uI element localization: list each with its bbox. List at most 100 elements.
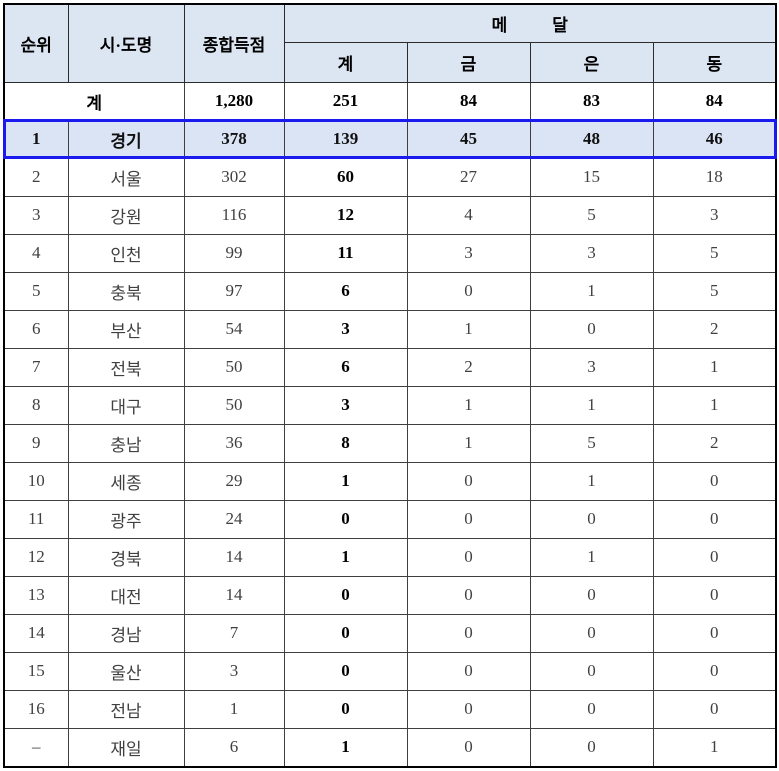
header-row-sub: 계 금 은 동 bbox=[4, 41, 777, 83]
gold-cell: 45 bbox=[406, 119, 531, 159]
silver-cell: 3 bbox=[529, 233, 654, 273]
gold-cell: 0 bbox=[406, 271, 531, 311]
medal-total-cell: 139 bbox=[283, 119, 408, 159]
score-cell: 97 bbox=[183, 271, 285, 311]
gold-cell: 1 bbox=[406, 423, 531, 463]
total-gold-cell: 84 bbox=[406, 81, 531, 121]
region-cell: 재일 bbox=[67, 727, 185, 768]
bronze-cell: 0 bbox=[652, 613, 777, 653]
header-row-top: 순위 시·도명 종합득점 메 달 bbox=[3, 3, 777, 83]
table-row: 11 광주 24 0 0 0 0 bbox=[3, 499, 777, 539]
rank-cell: 9 bbox=[3, 423, 69, 463]
table-row: 4 인천 99 11 3 3 5 bbox=[3, 233, 777, 273]
silver-cell: 1 bbox=[529, 537, 654, 577]
header-region: 시·도명 bbox=[67, 3, 185, 83]
table-row: – 재일 6 1 0 0 1 bbox=[3, 727, 777, 768]
score-cell: 14 bbox=[183, 575, 285, 615]
region-cell: 전북 bbox=[67, 347, 185, 387]
region-cell: 부산 bbox=[67, 309, 185, 349]
silver-cell: 0 bbox=[529, 651, 654, 691]
score-cell: 116 bbox=[183, 195, 285, 235]
rank-cell: 13 bbox=[3, 575, 69, 615]
silver-cell: 15 bbox=[529, 157, 654, 197]
total-bronze-cell: 84 bbox=[652, 81, 777, 121]
total-label-cell: 계 bbox=[3, 81, 185, 121]
silver-cell: 1 bbox=[529, 385, 654, 425]
gold-cell: 4 bbox=[406, 195, 531, 235]
rank-cell: 14 bbox=[3, 613, 69, 653]
medal-total-cell: 0 bbox=[283, 499, 408, 539]
score-cell: 1 bbox=[183, 689, 285, 729]
bronze-cell: 0 bbox=[652, 651, 777, 691]
score-cell: 50 bbox=[183, 385, 285, 425]
table-row: 5 충북 97 6 0 1 5 bbox=[3, 271, 777, 311]
rank-cell: 7 bbox=[3, 347, 69, 387]
gold-cell: 0 bbox=[406, 575, 531, 615]
header-medal-total: 계 bbox=[283, 41, 408, 83]
table-row: 16 전남 1 0 0 0 0 bbox=[3, 689, 777, 729]
bronze-cell: 0 bbox=[652, 575, 777, 615]
gold-cell: 0 bbox=[406, 651, 531, 691]
table-row: 14 경남 7 0 0 0 0 bbox=[3, 613, 777, 653]
table-row: 10 세종 29 1 0 1 0 bbox=[3, 461, 777, 501]
silver-cell: 0 bbox=[529, 499, 654, 539]
rank-cell: 10 bbox=[3, 461, 69, 501]
medal-total-cell: 0 bbox=[283, 689, 408, 729]
medal-standings-table: 순위 시·도명 종합득점 메 달 계 금 은 동 계 1,280 251 84 … bbox=[2, 3, 778, 768]
rank-cell: 15 bbox=[3, 651, 69, 691]
header-medal-group: 메 달 bbox=[283, 3, 777, 43]
medal-total-cell: 8 bbox=[283, 423, 408, 463]
table-row: 12 경북 14 1 0 1 0 bbox=[3, 537, 777, 577]
medal-total-cell: 12 bbox=[283, 195, 408, 235]
bronze-cell: 1 bbox=[652, 347, 777, 387]
table-row: 13 대전 14 0 0 0 0 bbox=[3, 575, 777, 615]
bronze-cell: 1 bbox=[652, 385, 777, 425]
medal-total-cell: 0 bbox=[283, 613, 408, 653]
region-cell: 충북 bbox=[67, 271, 185, 311]
rank-cell: 4 bbox=[3, 233, 69, 273]
total-silver-cell: 83 bbox=[529, 81, 654, 121]
table-row: 3 강원 116 12 4 5 3 bbox=[3, 195, 777, 235]
score-cell: 36 bbox=[183, 423, 285, 463]
region-cell: 대구 bbox=[67, 385, 185, 425]
gold-cell: 0 bbox=[406, 537, 531, 577]
silver-cell: 5 bbox=[529, 195, 654, 235]
bronze-cell: 2 bbox=[652, 423, 777, 463]
bronze-cell: 2 bbox=[652, 309, 777, 349]
bronze-cell: 18 bbox=[652, 157, 777, 197]
header-silver: 은 bbox=[529, 41, 654, 83]
gold-cell: 0 bbox=[406, 689, 531, 729]
medal-total-cell: 6 bbox=[283, 271, 408, 311]
medal-total-cell: 3 bbox=[283, 385, 408, 425]
silver-cell: 0 bbox=[529, 727, 654, 768]
region-cell: 세종 bbox=[67, 461, 185, 501]
region-cell: 경북 bbox=[67, 537, 185, 577]
score-cell: 50 bbox=[183, 347, 285, 387]
medal-total-cell: 3 bbox=[283, 309, 408, 349]
region-cell: 전남 bbox=[67, 689, 185, 729]
bronze-cell: 0 bbox=[652, 499, 777, 539]
gold-cell: 0 bbox=[406, 613, 531, 653]
gold-cell: 1 bbox=[406, 385, 531, 425]
rank-cell: 12 bbox=[3, 537, 69, 577]
total-row: 계 1,280 251 84 83 84 bbox=[3, 81, 777, 121]
bronze-cell: 5 bbox=[652, 233, 777, 273]
rank-cell: 8 bbox=[3, 385, 69, 425]
gold-cell: 27 bbox=[406, 157, 531, 197]
rank-cell: 16 bbox=[3, 689, 69, 729]
score-cell: 14 bbox=[183, 537, 285, 577]
bronze-cell: 3 bbox=[652, 195, 777, 235]
region-cell: 경남 bbox=[67, 613, 185, 653]
gold-cell: 0 bbox=[406, 727, 531, 768]
region-cell: 울산 bbox=[67, 651, 185, 691]
silver-cell: 0 bbox=[529, 309, 654, 349]
region-cell: 충남 bbox=[67, 423, 185, 463]
rank-cell: 6 bbox=[3, 309, 69, 349]
rank-cell: 1 bbox=[3, 119, 69, 159]
region-cell: 인천 bbox=[67, 233, 185, 273]
score-cell: 54 bbox=[183, 309, 285, 349]
score-cell: 378 bbox=[183, 119, 285, 159]
table-row: 9 충남 36 8 1 5 2 bbox=[3, 423, 777, 463]
table-row: 7 전북 50 6 2 3 1 bbox=[3, 347, 777, 387]
